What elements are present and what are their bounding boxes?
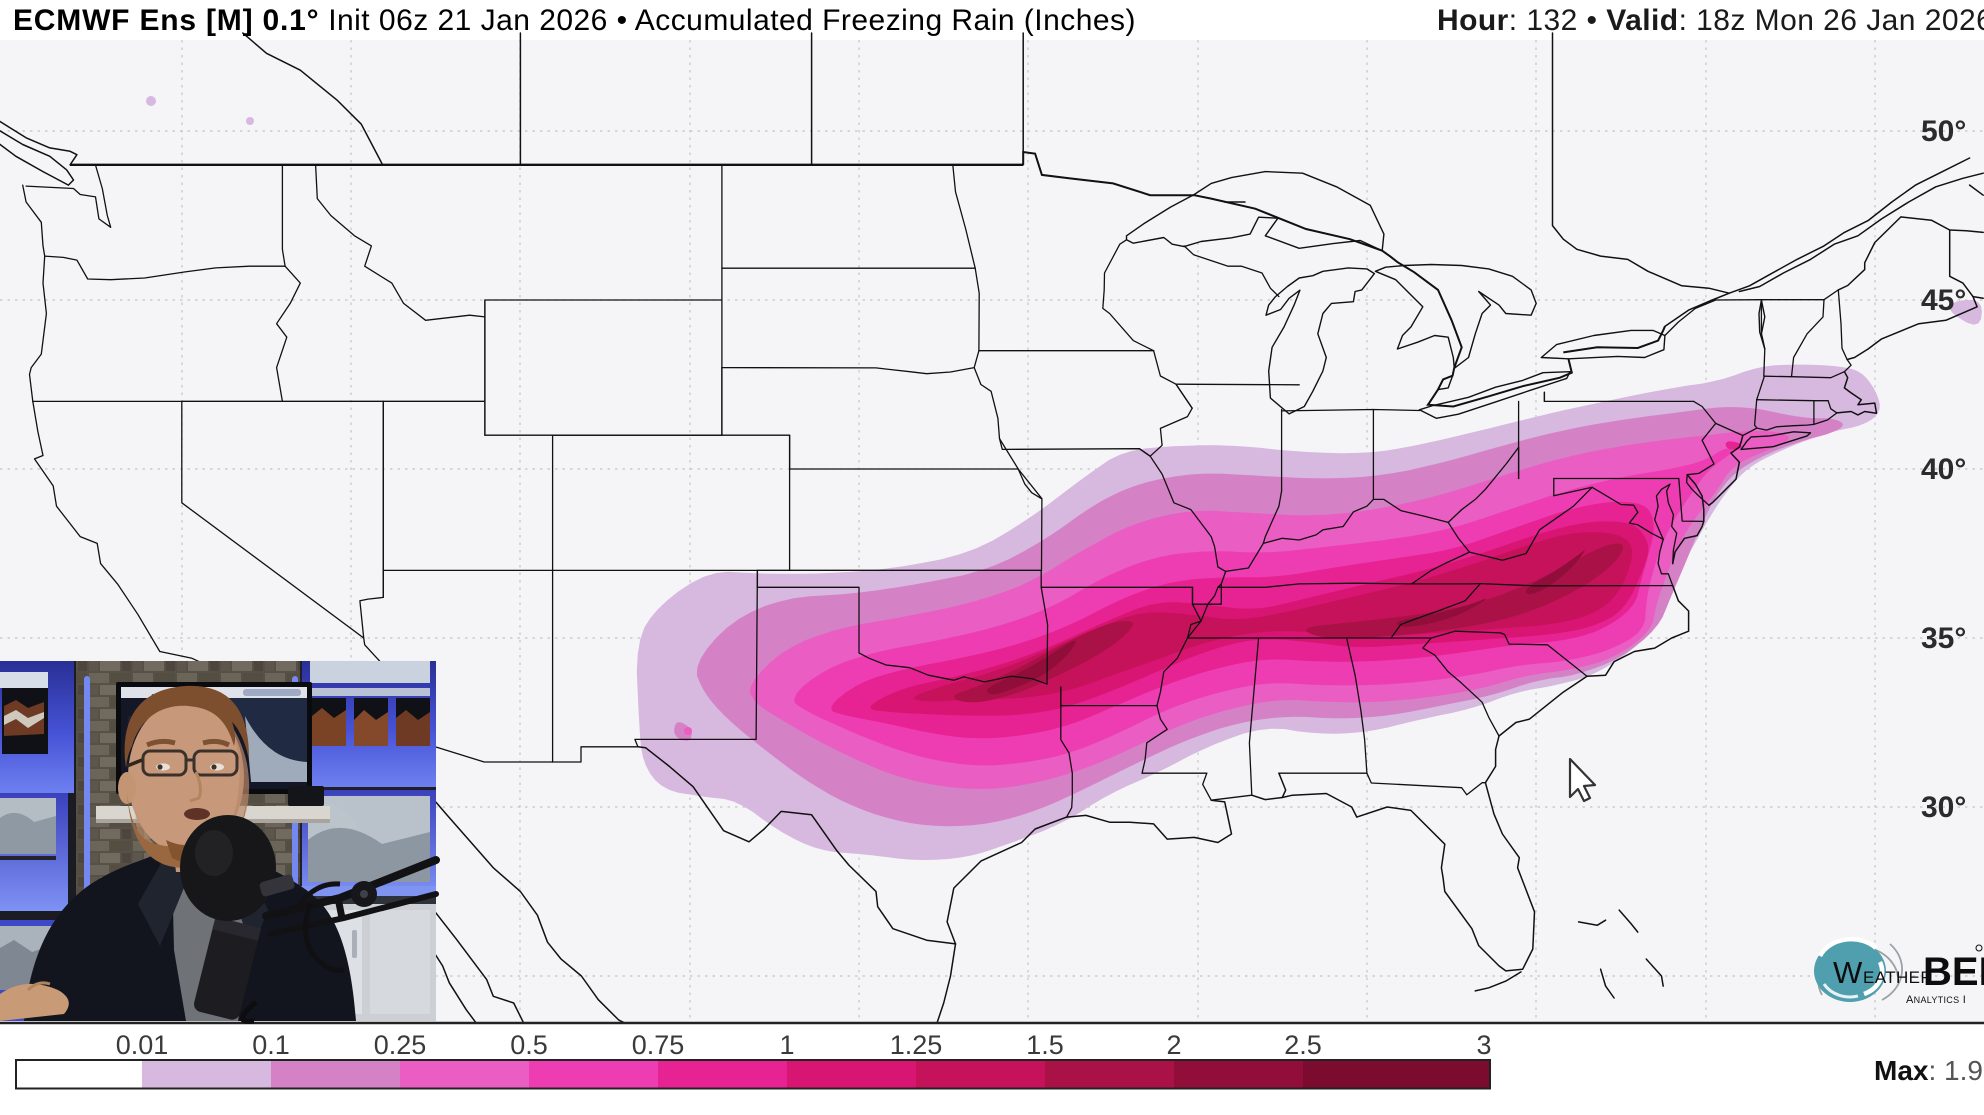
- svg-text:1: 1: [779, 1030, 794, 1060]
- svg-text:40°: 40°: [1921, 453, 1966, 486]
- svg-text:0.5: 0.5: [510, 1030, 548, 1060]
- svg-text:Hour: 132 • Valid: 18z Mon 26: Hour: 132 • Valid: 18z Mon 26 Jan 2026: [1437, 4, 1984, 37]
- svg-text:EATHER: EATHER: [1863, 968, 1933, 987]
- svg-text:45°: 45°: [1921, 284, 1966, 317]
- svg-text:W: W: [1833, 955, 1863, 990]
- svg-text:0.1: 0.1: [252, 1030, 290, 1060]
- svg-text:1.5: 1.5: [1026, 1030, 1064, 1060]
- svg-text:30°: 30°: [1921, 791, 1966, 824]
- svg-text:2: 2: [1166, 1030, 1181, 1060]
- svg-text:35°: 35°: [1921, 622, 1966, 655]
- svg-text:50°: 50°: [1921, 115, 1966, 148]
- svg-text:2.5: 2.5: [1284, 1030, 1322, 1060]
- svg-text:BELL: BELL: [1923, 950, 1984, 994]
- svg-text:ECMWF Ens [M] 0.1° Init 06z 21: ECMWF Ens [M] 0.1° Init 06z 21 Jan 2026 …: [13, 4, 1136, 37]
- svg-text:ANALYTICS I: ANALYTICS I: [1906, 994, 1966, 1006]
- svg-text:0.25: 0.25: [374, 1030, 427, 1060]
- svg-text:0.01: 0.01: [116, 1030, 169, 1060]
- svg-text:0.75: 0.75: [632, 1030, 685, 1060]
- svg-text:3: 3: [1476, 1030, 1491, 1060]
- svg-text:Max: 1.9: Max: 1.9: [1874, 1055, 1983, 1086]
- svg-text:1.25: 1.25: [890, 1030, 943, 1060]
